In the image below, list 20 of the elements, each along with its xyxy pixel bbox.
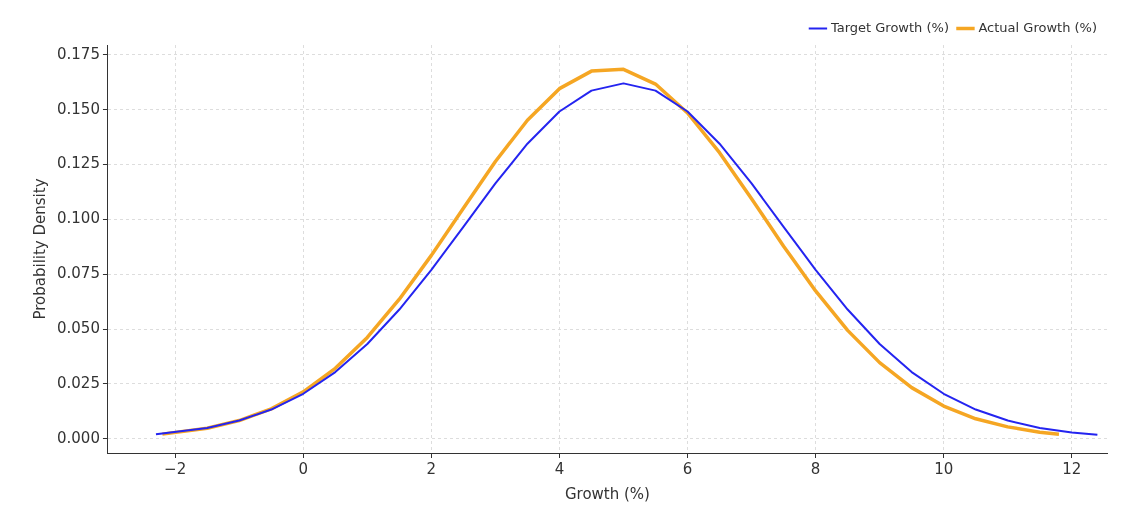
x-tick-label: 8 — [810, 459, 821, 478]
y-tick-label: 0.125 — [56, 154, 100, 173]
legend-label: Actual Growth (%) — [978, 19, 1097, 35]
y-axis-title: Probability Density — [30, 178, 49, 320]
y-tick-label: 0.100 — [56, 209, 100, 228]
x-tick-label: 12 — [1062, 459, 1082, 478]
x-tick-label: 10 — [934, 459, 954, 478]
y-tick-label: 0.050 — [56, 318, 100, 337]
x-tick-label: 2 — [426, 459, 437, 478]
y-tick-label: 0.000 — [56, 428, 100, 447]
y-tick-label: 0.150 — [56, 99, 100, 118]
y-tick-label: 0.075 — [56, 264, 100, 283]
x-axis-title: Growth (%) — [564, 484, 650, 503]
x-tick-label: 6 — [682, 459, 693, 478]
legend-label: Target Growth (%) — [829, 19, 949, 35]
x-tick-label: 0 — [298, 459, 309, 478]
y-tick-label: 0.175 — [56, 44, 100, 63]
y-tick-label: 0.025 — [56, 373, 100, 392]
x-tick-label: 4 — [554, 459, 565, 478]
x-tick-label: −2 — [164, 459, 187, 478]
